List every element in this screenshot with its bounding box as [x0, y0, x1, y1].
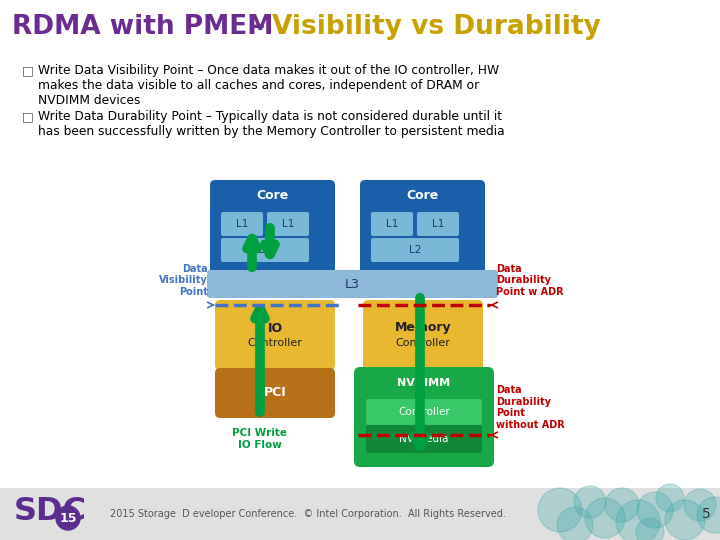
- Text: makes the data visible to all caches and cores, independent of DRAM or: makes the data visible to all caches and…: [38, 79, 480, 92]
- Circle shape: [665, 500, 705, 540]
- FancyBboxPatch shape: [221, 212, 263, 236]
- Text: 15: 15: [59, 511, 77, 524]
- FancyBboxPatch shape: [215, 368, 335, 418]
- FancyBboxPatch shape: [363, 300, 483, 370]
- Text: NVDIMM: NVDIMM: [397, 378, 451, 388]
- Circle shape: [557, 507, 593, 540]
- FancyBboxPatch shape: [221, 238, 309, 262]
- Text: RDMA with PMEM: RDMA with PMEM: [12, 14, 282, 40]
- Text: Core: Core: [406, 189, 438, 202]
- Text: PCI Write
IO Flow: PCI Write IO Flow: [233, 428, 287, 450]
- Text: Core: Core: [256, 189, 289, 202]
- Text: SDC: SDC: [14, 496, 87, 528]
- Text: Write Data Visibility Point – Once data makes it out of the IO controller, HW: Write Data Visibility Point – Once data …: [38, 64, 499, 77]
- Text: 2015 Storage  D eveloper Conference.  © Intel Corporation.  All Rights Reserved.: 2015 Storage D eveloper Conference. © In…: [110, 509, 506, 519]
- Text: Data
Durability
Point w ADR: Data Durability Point w ADR: [496, 264, 564, 297]
- Text: □: □: [22, 64, 34, 77]
- Text: Controller: Controller: [248, 338, 302, 348]
- FancyBboxPatch shape: [371, 212, 413, 236]
- Circle shape: [574, 486, 606, 518]
- FancyBboxPatch shape: [371, 238, 459, 262]
- Text: Controller: Controller: [398, 407, 450, 417]
- FancyBboxPatch shape: [360, 180, 485, 275]
- Text: Memory: Memory: [395, 321, 451, 334]
- Text: PCI: PCI: [264, 387, 287, 400]
- Text: L1: L1: [432, 219, 444, 229]
- FancyBboxPatch shape: [366, 425, 482, 453]
- Text: L2: L2: [258, 245, 271, 255]
- Text: NV Media: NV Media: [400, 434, 449, 444]
- Circle shape: [636, 518, 664, 540]
- Text: Data
Durability
Point
without ADR: Data Durability Point without ADR: [496, 385, 564, 430]
- FancyBboxPatch shape: [210, 180, 335, 275]
- Text: L3: L3: [345, 278, 360, 291]
- Text: L1: L1: [282, 219, 294, 229]
- Circle shape: [637, 492, 673, 528]
- Circle shape: [538, 488, 582, 532]
- Circle shape: [697, 497, 720, 533]
- FancyBboxPatch shape: [354, 367, 494, 467]
- Text: 5: 5: [701, 507, 711, 521]
- Circle shape: [684, 489, 716, 521]
- Text: NVDIMM devices: NVDIMM devices: [38, 94, 140, 107]
- Text: Data
Visibility
Point: Data Visibility Point: [159, 264, 208, 297]
- FancyBboxPatch shape: [267, 212, 309, 236]
- Text: L1: L1: [386, 219, 398, 229]
- Text: □: □: [22, 110, 34, 123]
- FancyBboxPatch shape: [366, 399, 482, 425]
- Text: Write Data Durability Point – Typically data is not considered durable until it: Write Data Durability Point – Typically …: [38, 110, 502, 123]
- FancyBboxPatch shape: [417, 212, 459, 236]
- Circle shape: [585, 498, 625, 538]
- Circle shape: [656, 484, 684, 512]
- FancyBboxPatch shape: [207, 270, 498, 298]
- Text: Visibility vs Durability: Visibility vs Durability: [272, 14, 601, 40]
- Circle shape: [616, 500, 660, 540]
- Text: L1: L1: [236, 219, 248, 229]
- Bar: [0, 488, 720, 540]
- Text: has been successfully written by the Memory Controller to persistent media: has been successfully written by the Mem…: [38, 125, 505, 138]
- Text: –: –: [252, 14, 274, 40]
- Text: L2: L2: [409, 245, 421, 255]
- Circle shape: [56, 506, 80, 530]
- Circle shape: [605, 488, 639, 522]
- Text: Controller: Controller: [395, 338, 451, 348]
- FancyBboxPatch shape: [215, 300, 335, 370]
- Text: IO: IO: [267, 321, 282, 334]
